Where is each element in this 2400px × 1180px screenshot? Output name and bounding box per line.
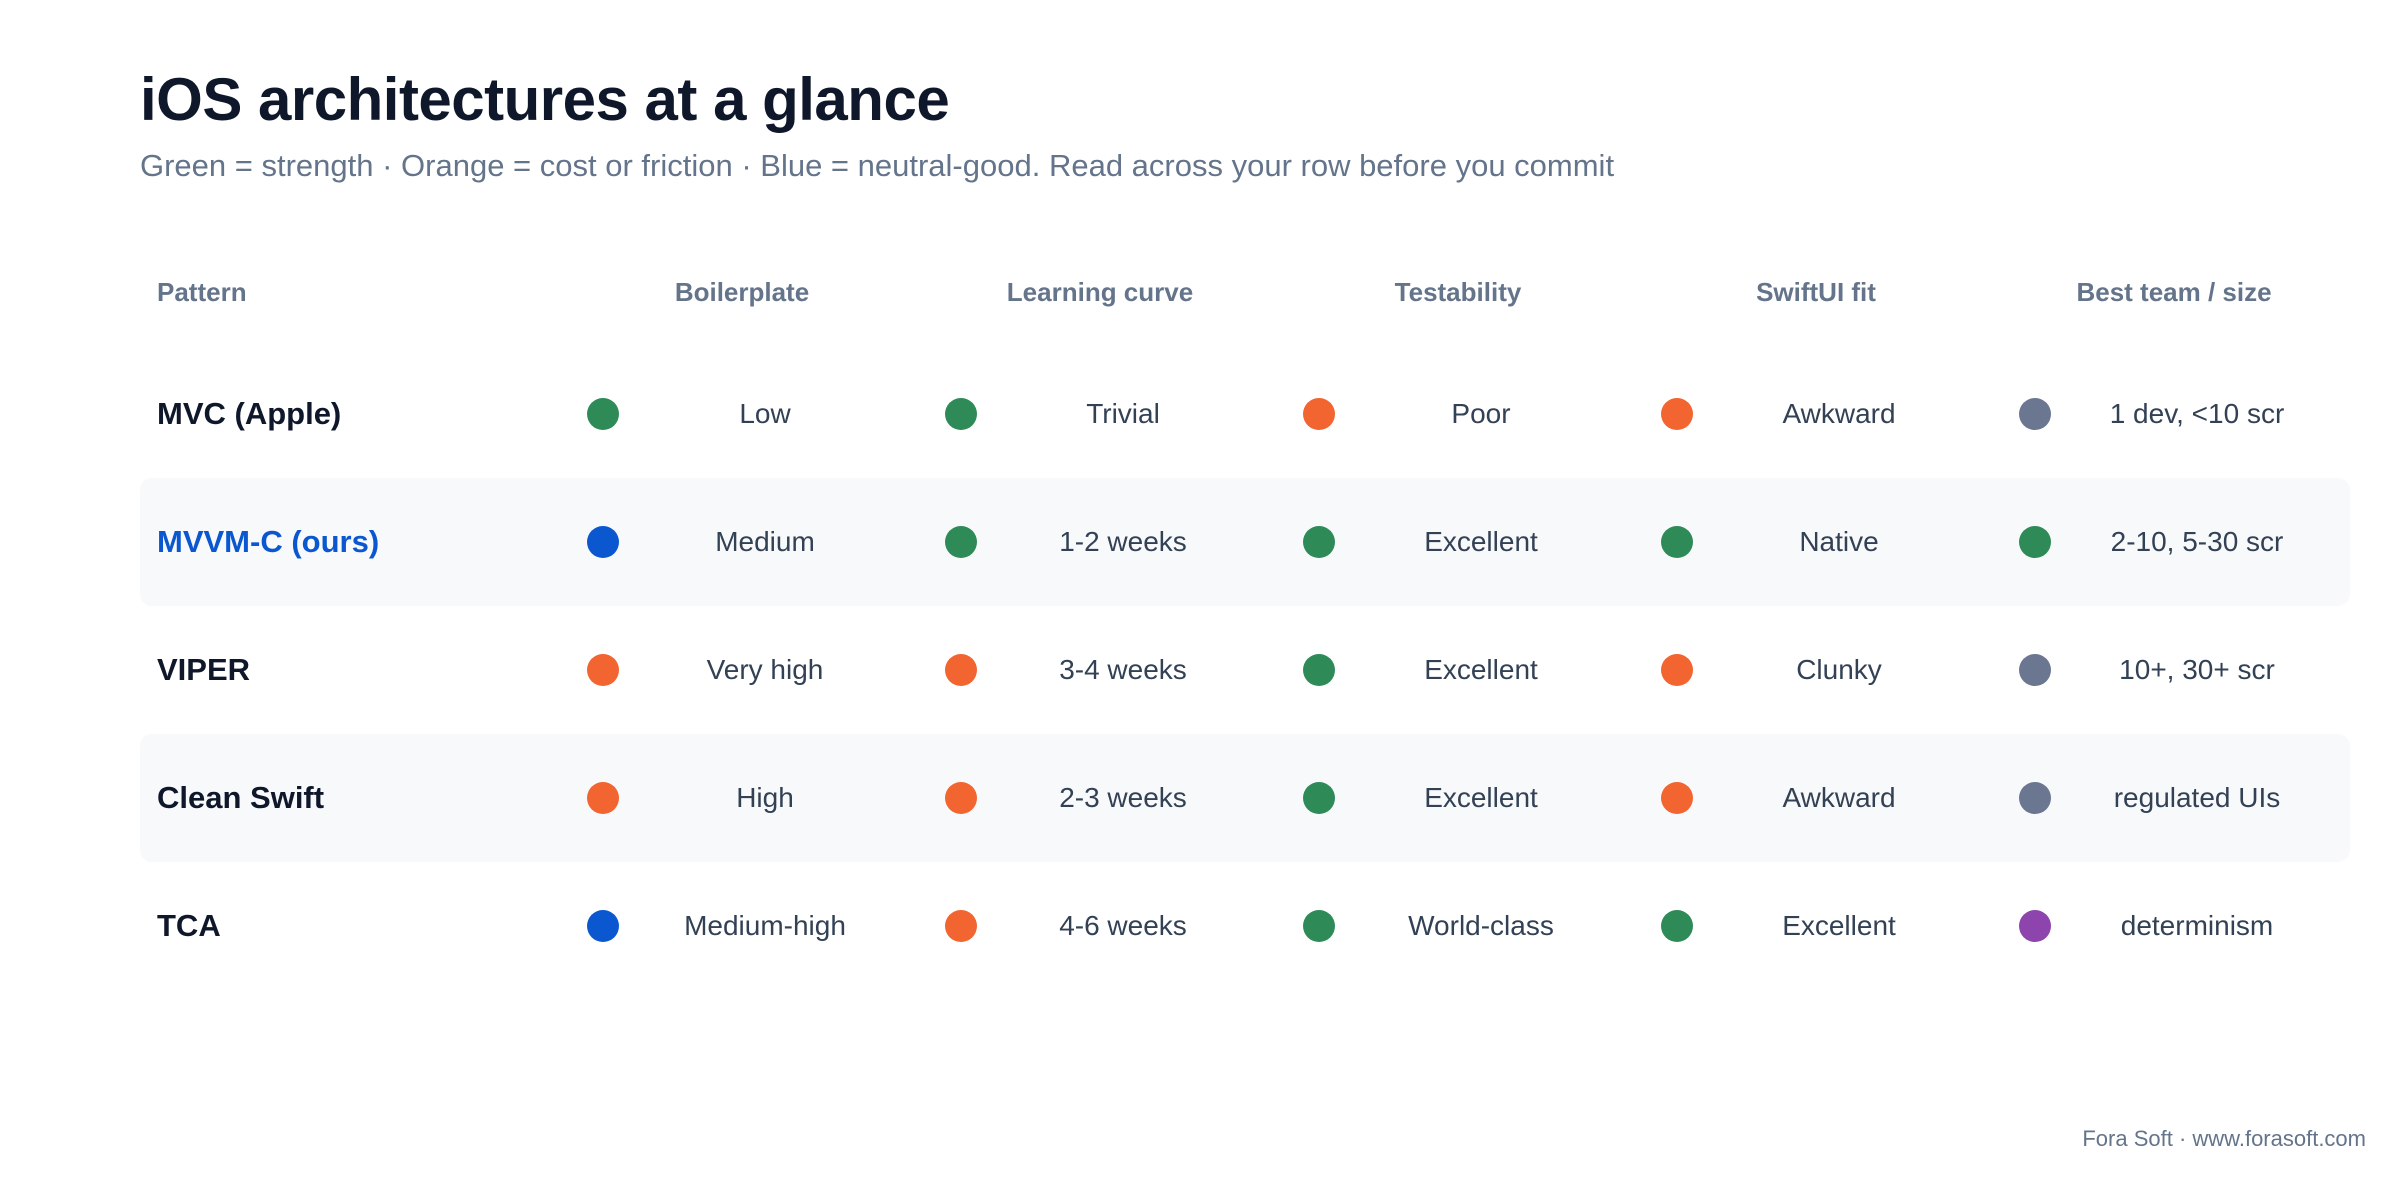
cell-testability: Excellent (1424, 526, 1538, 557)
rating-dot-icon (1303, 398, 1335, 430)
table-header-row: Pattern Boilerplate Learning curve Testa… (140, 250, 2350, 334)
table-row-clean-swift: Clean Swift High 2-3 weeks Excellent Awk… (140, 734, 2350, 862)
cell-swiftui-fit: Excellent (1782, 910, 1896, 941)
rating-dot-icon (945, 910, 977, 942)
pattern-name: Clean Swift (157, 780, 325, 815)
column-header-best-team-size: Best team / size (2076, 277, 2272, 307)
cell-testability: World-class (1408, 910, 1554, 941)
pattern-name: MVVM-C (ours) (157, 524, 380, 559)
cell-best-team-size: regulated UIs (2113, 782, 2281, 813)
rating-dot-icon (1303, 526, 1335, 558)
rating-dot-icon (587, 782, 619, 814)
cell-boilerplate: High (736, 782, 794, 813)
rating-dot-icon (945, 398, 977, 430)
table-row-mvvm-c: MVVM-C (ours) Medium 1-2 weeks Excellent… (140, 478, 2350, 606)
cell-swiftui-fit: Awkward (1782, 782, 1896, 813)
pattern-name: VIPER (157, 652, 251, 687)
column-header-boilerplate: Boilerplate (674, 277, 810, 307)
rating-dot-icon (2019, 654, 2051, 686)
column-header-swiftui-fit: SwiftUI fit (1756, 277, 1876, 307)
cell-swiftui-fit: Clunky (1796, 654, 1882, 685)
rating-dot-icon (1303, 782, 1335, 814)
cell-boilerplate: Very high (706, 654, 824, 685)
rating-dot-icon (587, 398, 619, 430)
pattern-name: MVC (Apple) (157, 396, 342, 431)
table-row-viper: VIPER Very high 3-4 weeks Excellent Clun… (140, 606, 2350, 734)
rating-dot-icon (945, 654, 977, 686)
cell-learning-curve: 2-3 weeks (1059, 782, 1187, 813)
cell-learning-curve: 1-2 weeks (1059, 526, 1187, 557)
cell-boilerplate: Low (739, 398, 791, 429)
rating-dot-icon (1661, 910, 1693, 942)
column-header-learning-curve: Learning curve (1006, 277, 1194, 307)
rating-dot-icon (587, 526, 619, 558)
footer-credit: Fora Soft · www.forasoft.com (2082, 1126, 2366, 1151)
rating-dot-icon (1661, 782, 1693, 814)
cell-testability: Excellent (1424, 654, 1538, 685)
cell-swiftui-fit: Native (1799, 526, 1879, 557)
cell-learning-curve: 4-6 weeks (1059, 910, 1187, 941)
cell-learning-curve: 3-4 weeks (1059, 654, 1187, 685)
rating-dot-icon (2019, 910, 2051, 942)
cell-testability: Excellent (1424, 782, 1538, 813)
table-row-mvc: MVC (Apple) Low Trivial Poor Awkward 1 d… (140, 350, 2350, 478)
rating-dot-icon (1303, 910, 1335, 942)
rating-dot-icon (1661, 398, 1693, 430)
rating-dot-icon (1661, 526, 1693, 558)
rating-dot-icon (2019, 782, 2051, 814)
cell-swiftui-fit: Awkward (1782, 398, 1896, 429)
comparison-table: Pattern Boilerplate Learning curve Testa… (140, 250, 2350, 943)
table-body: MVC (Apple) Low Trivial Poor Awkward 1 d… (140, 350, 2350, 990)
cell-boilerplate: Medium-high (684, 910, 846, 941)
cell-learning-curve: Trivial (1086, 398, 1160, 429)
column-header-testability: Testability (1394, 277, 1522, 307)
pattern-name: TCA (157, 908, 221, 943)
rating-dot-icon (587, 654, 619, 686)
page-subtitle: Green = strength · Orange = cost or fric… (140, 148, 1615, 183)
cell-best-team-size: determinism (2120, 910, 2274, 941)
cell-best-team-size: 2-10, 5-30 scr (2110, 526, 2284, 557)
cell-best-team-size: 10+, 30+ scr (2119, 654, 2275, 685)
rating-dot-icon (1661, 654, 1693, 686)
rating-dot-icon (587, 910, 619, 942)
page-title: iOS architectures at a glance (140, 66, 950, 133)
rating-dot-icon (2019, 398, 2051, 430)
rating-dot-icon (945, 782, 977, 814)
rating-dot-icon (945, 526, 977, 558)
cell-best-team-size: 1 dev, <10 scr (2109, 398, 2285, 429)
table-row-tca: TCA Medium-high 4-6 weeks World-class Ex… (140, 862, 2350, 990)
cell-boilerplate: Medium (715, 526, 815, 557)
rating-dot-icon (2019, 526, 2051, 558)
rating-dot-icon (1303, 654, 1335, 686)
cell-testability: Poor (1451, 398, 1511, 429)
column-header-pattern: Pattern (157, 277, 247, 307)
